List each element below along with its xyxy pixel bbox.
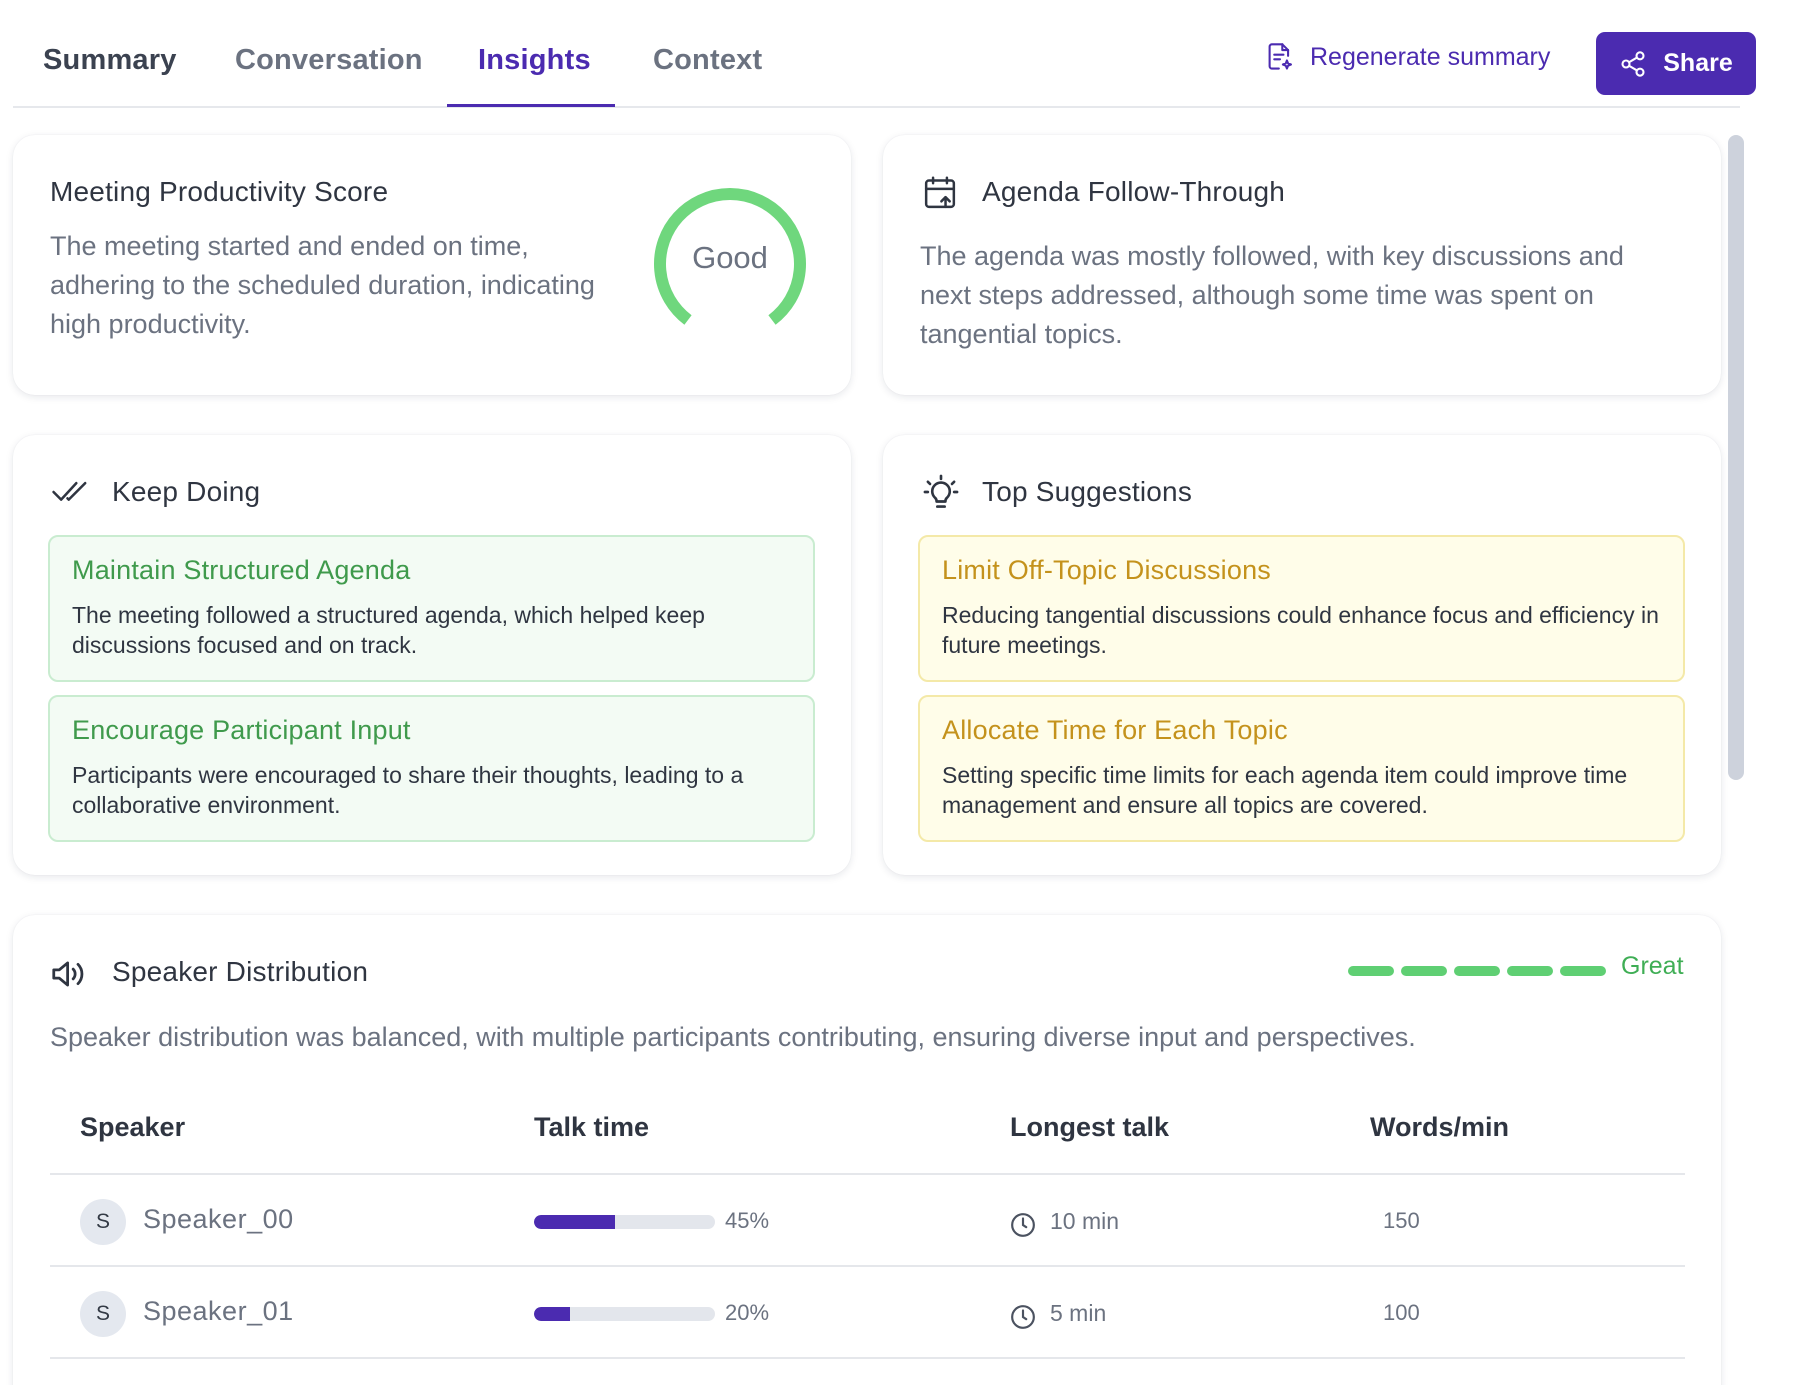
tab-conversation[interactable]: Conversation	[235, 44, 423, 76]
share-button[interactable]: Share	[1596, 32, 1756, 95]
column-header-talk-time: Talk time	[534, 1112, 650, 1142]
keep-doing-item-text: The meeting followed a structured agenda…	[72, 602, 705, 658]
productivity-text: The meeting started and ended on time, a…	[50, 231, 595, 339]
suggestion-item-text: Setting specific time limits for each ag…	[942, 762, 1628, 818]
speaker-distribution-title: Speaker Distribution	[112, 956, 369, 987]
suggestion-item-text: Reducing tangential discussions could en…	[942, 602, 1659, 658]
scrollbar-thumb[interactable]	[1728, 135, 1744, 780]
column-header-words-per-min: Words/min	[1370, 1112, 1510, 1142]
speaker-icon	[52, 961, 84, 987]
suggestion-item: Limit Off-Topic Discussions Reducing tan…	[918, 535, 1685, 682]
longest-talk: 10 min	[1050, 1208, 1120, 1234]
share-icon	[1621, 50, 1645, 77]
keep-doing-item-title: Encourage Participant Input	[72, 715, 411, 745]
table-divider	[50, 1357, 1685, 1359]
suggestion-item-title: Allocate Time for Each Topic	[942, 715, 1288, 745]
rating-label: Great	[1621, 952, 1684, 980]
tab-insights[interactable]: Insights	[478, 44, 591, 76]
rating-bar-segment	[1348, 966, 1394, 976]
speaker-name: Speaker_01	[143, 1296, 294, 1326]
talk-time-bar	[534, 1215, 715, 1229]
table-row: S Speaker_00 45% 10 min 150	[50, 1175, 1685, 1267]
productivity-gauge	[654, 188, 806, 325]
keep-doing-item: Encourage Participant Input Participants…	[48, 695, 815, 842]
column-header-speaker: Speaker	[80, 1112, 186, 1142]
keep-doing-item: Maintain Structured Agenda The meeting f…	[48, 535, 815, 682]
productivity-score-label: Good	[692, 240, 768, 275]
table-divider	[50, 1265, 1685, 1267]
agenda-card: Agenda Follow-Through The agenda was mos…	[883, 135, 1721, 395]
rating-bar-segment	[1454, 966, 1500, 976]
avatar: S	[80, 1291, 126, 1337]
speaker-name: Speaker_00	[143, 1204, 294, 1234]
tab-context[interactable]: Context	[653, 44, 763, 76]
suggestion-item: Allocate Time for Each Topic Setting spe…	[918, 695, 1685, 842]
rating-bar-segment	[1560, 966, 1606, 976]
clock-icon	[1011, 1305, 1035, 1329]
lightbulb-icon	[923, 474, 959, 508]
regenerate-summary-button[interactable]: Regenerate summary	[1266, 42, 1550, 72]
tab-summary[interactable]: Summary	[43, 44, 177, 76]
longest-talk: 5 min	[1050, 1300, 1107, 1326]
rating-bar-segment	[1507, 966, 1553, 976]
talk-time-bar-fill	[534, 1307, 571, 1321]
table-divider	[50, 1173, 1685, 1175]
keep-doing-title: Keep Doing	[112, 476, 261, 507]
rating-bars	[1348, 966, 1606, 976]
regenerate-summary-label: Regenerate summary	[1310, 42, 1551, 71]
talk-time-percent: 20%	[725, 1300, 770, 1325]
top-suggestions-card: Top Suggestions Limit Off-Topic Discussi…	[883, 435, 1721, 875]
rating-bar-segment	[1401, 966, 1447, 976]
top-suggestions-title: Top Suggestions	[982, 476, 1193, 507]
talk-time-percent: 45%	[725, 1208, 770, 1233]
active-tab-indicator	[447, 104, 615, 107]
productivity-title: Meeting Productivity Score	[50, 176, 389, 207]
agenda-text: The agenda was mostly followed, with key…	[920, 241, 1624, 349]
tabs-bar: Summary Conversation Insights Context Re…	[13, 0, 1756, 108]
agenda-title: Agenda Follow-Through	[982, 176, 1286, 207]
productivity-card: Meeting Productivity Score The meeting s…	[13, 135, 851, 395]
speaker-distribution-text: Speaker distribution was balanced, with …	[50, 1022, 1416, 1052]
talk-time-bar-fill	[534, 1215, 616, 1229]
keep-doing-item-text: Participants were encouraged to share th…	[72, 762, 744, 818]
avatar: S	[80, 1199, 126, 1245]
document-sparkle-icon	[1268, 43, 1292, 70]
double-check-icon	[52, 481, 87, 501]
suggestion-item-title: Limit Off-Topic Discussions	[942, 555, 1271, 585]
talk-time-bar	[534, 1307, 715, 1321]
clock-icon	[1011, 1213, 1035, 1237]
keep-doing-item-title: Maintain Structured Agenda	[72, 555, 411, 585]
words-per-min: 100	[1383, 1300, 1420, 1325]
words-per-min: 150	[1383, 1208, 1420, 1233]
table-row: S Speaker_01 20% 5 min 100	[50, 1267, 1685, 1359]
calendar-arrow-icon	[924, 176, 956, 209]
share-label: Share	[1663, 49, 1733, 77]
column-header-longest-talk: Longest talk	[1010, 1112, 1170, 1142]
keep-doing-card: Keep Doing Maintain Structured Agenda Th…	[13, 435, 851, 875]
speaker-distribution-card: Speaker Distribution Great Speaker distr…	[13, 915, 1721, 1385]
